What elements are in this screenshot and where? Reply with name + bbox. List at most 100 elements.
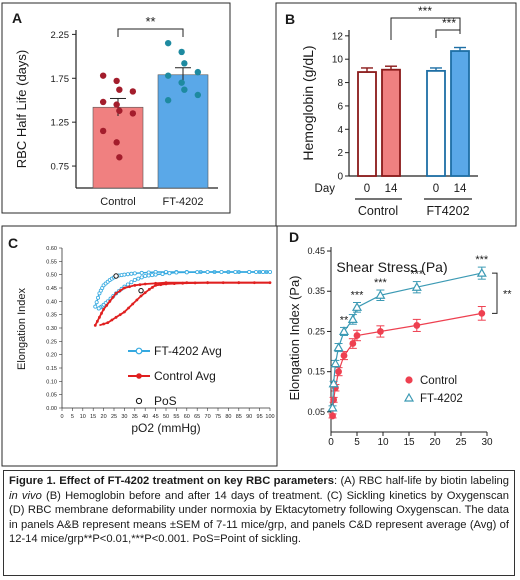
panel-c-y-tick-label: 0.55 — [46, 259, 57, 265]
panel-c-data-point — [102, 322, 105, 326]
panel-c-data-point — [153, 272, 158, 277]
panel-a-data-point — [116, 154, 123, 161]
panel-c-data-point — [135, 298, 139, 302]
panel-d-data-point — [353, 332, 361, 339]
panel-a-data-point — [116, 86, 123, 93]
panel-c-data-point — [193, 281, 197, 285]
panel-a-data-point — [113, 77, 120, 85]
panel-c-data-point — [133, 283, 137, 287]
panel-c-data-point — [98, 315, 101, 319]
panel-c-data-point — [164, 282, 168, 286]
panel-a-data-point — [164, 97, 172, 104]
panel-c-x-tick-label: 75 — [215, 414, 221, 420]
panel-b-y-tick-label: 10 — [332, 55, 344, 66]
panel-d-data-point — [330, 358, 341, 368]
panel-a-data-point — [181, 86, 188, 93]
panel-d-data-point — [375, 290, 386, 299]
panel-c-y-tick-label: 0.20 — [46, 353, 57, 359]
caption-text-1: : (A) RBC half-life by biotin labeling — [333, 475, 510, 487]
panel-c-x-tick-label: 15 — [90, 414, 96, 420]
panel-c-x-tick-label: 30 — [121, 414, 127, 420]
panel-c-y-tick-label: 0.35 — [46, 313, 57, 319]
panel-c-data-point — [181, 281, 185, 285]
panel-a-data-point — [178, 79, 185, 86]
panel-d-legend-ft4202-label: FT-4202 — [420, 393, 463, 405]
panel-c-x-tick-label: 5 — [71, 414, 74, 420]
panel-letter-b: B — [285, 11, 295, 27]
panel-b-y-tick-label: 8 — [337, 78, 343, 89]
panel-c-data-point — [154, 283, 158, 287]
panel-b-significance-bracket-inner — [435, 29, 461, 38]
panel-c-data-point — [139, 294, 143, 298]
panel-c-y-tick-label: 0.45 — [46, 286, 57, 292]
panel-d-data-point — [413, 322, 421, 329]
caption-title: Figure 1. Effect of FT-4202 treatment on… — [9, 475, 334, 487]
panel-b-frame — [275, 2, 517, 227]
panel-d-data-point — [328, 378, 339, 388]
panel-c-data-point — [138, 283, 142, 287]
panel-b-bar — [381, 68, 401, 177]
panel-d-y-tick-label: 0.25 — [307, 326, 325, 336]
panel-c-x-tick-label: 40 — [142, 414, 148, 420]
panel-d-series-line — [332, 312, 482, 416]
panel-c-x-tick-label: 20 — [101, 414, 107, 420]
panel-c-data-point — [219, 269, 224, 274]
panel-b-day-tick-label: 14 — [385, 183, 398, 195]
panel-c-pos-marker — [138, 287, 144, 294]
panel-d-data-point — [327, 402, 338, 412]
panel-a-data-point — [99, 72, 107, 79]
panel-c-series-line — [94, 281, 270, 326]
panel-a-data-point — [116, 107, 123, 114]
panel-c-legend-control-label: Control Avg — [154, 369, 216, 383]
panel-a-significance-label: ** — [145, 14, 155, 29]
panel-d-y-axis-label: Elongation Index (Pa) — [287, 275, 302, 400]
panel-d-data-point — [338, 326, 350, 336]
panel-c-data-point — [111, 295, 115, 299]
panel-c-data-point — [114, 315, 118, 319]
panel-d-data-point — [476, 267, 487, 277]
panel-a-data-point — [181, 60, 188, 67]
panel-a-bar — [92, 106, 144, 189]
panel-c-data-point — [110, 318, 114, 322]
panel-a-y-axis-label: RBC Half Life (days) — [14, 50, 29, 168]
panel-d-data-point — [340, 352, 348, 359]
panel-c-data-point — [108, 299, 112, 303]
panel-d-data-point — [377, 328, 384, 335]
panel-c-y-tick-label: 0.60 — [46, 246, 57, 252]
panel-d-x-tick-label: 10 — [377, 437, 389, 448]
panel-a-y-tick-label: 0.75 — [51, 162, 70, 173]
panel-a-data-point — [178, 48, 185, 56]
panel-c-x-tick-label: 60 — [184, 414, 190, 420]
panel-b-y-tick-label: 2 — [337, 148, 343, 159]
panel-b-y-tick-label: 6 — [337, 101, 343, 112]
panel-a-category-label: FT-4202 — [163, 196, 204, 208]
panel-d-legend-ft4202-marker — [403, 392, 415, 402]
panel-c-data-point — [184, 270, 189, 275]
panel-b-day-tick-label: 0 — [433, 183, 439, 195]
panel-d-significance-label: *** — [374, 277, 388, 289]
panel-a-data-point — [164, 39, 172, 47]
caption-text-2: (B) Hemoglobin before and after 14 days … — [9, 489, 509, 546]
panel-c-series-line — [97, 271, 270, 310]
panel-d-data-point — [333, 342, 344, 352]
panel-c-y-tick-label: 0.50 — [46, 273, 57, 279]
panel-d-y-tick-label: 0.45 — [307, 246, 325, 256]
panel-b-day-label: Day — [315, 183, 336, 195]
panel-c-data-point — [118, 289, 122, 293]
panel-d-data-point — [347, 314, 358, 323]
panel-c-data-point — [100, 311, 103, 315]
panel-d-y-tick-label: 0.35 — [307, 286, 325, 296]
panel-c-data-point — [125, 282, 130, 287]
panel-d-data-point — [330, 396, 337, 404]
panel-c-y-tick-label: 0.15 — [46, 366, 57, 372]
panel-letter-c: C — [8, 235, 18, 251]
panel-b-group-label-control: Control — [358, 204, 398, 218]
caption-italic: in vivo — [9, 489, 42, 502]
panel-c-y-tick-label: 0.05 — [46, 393, 57, 399]
panel-a-frame — [1, 2, 231, 214]
panel-c-data-point — [132, 271, 137, 276]
panel-c-data-point — [96, 306, 101, 311]
panel-c-data-point — [167, 271, 172, 276]
panel-c-data-point — [128, 285, 132, 289]
panel-d-x-axis-label: Shear Stress (Pa) — [336, 259, 447, 275]
